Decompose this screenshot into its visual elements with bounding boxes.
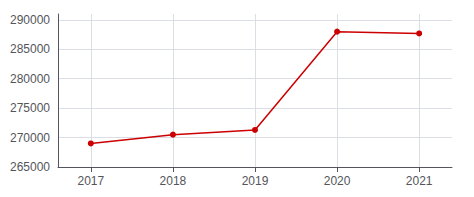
svg-text:285000: 285000 — [10, 42, 50, 56]
svg-text:2021: 2021 — [406, 174, 433, 188]
svg-text:2019: 2019 — [242, 174, 269, 188]
svg-text:2017: 2017 — [77, 174, 104, 188]
svg-text:2020: 2020 — [324, 174, 351, 188]
svg-text:275000: 275000 — [10, 101, 50, 115]
svg-text:280000: 280000 — [10, 72, 50, 86]
svg-text:2018: 2018 — [160, 174, 187, 188]
svg-text:290000: 290000 — [10, 13, 50, 27]
svg-text:265000: 265000 — [10, 160, 50, 174]
svg-text:270000: 270000 — [10, 131, 50, 145]
